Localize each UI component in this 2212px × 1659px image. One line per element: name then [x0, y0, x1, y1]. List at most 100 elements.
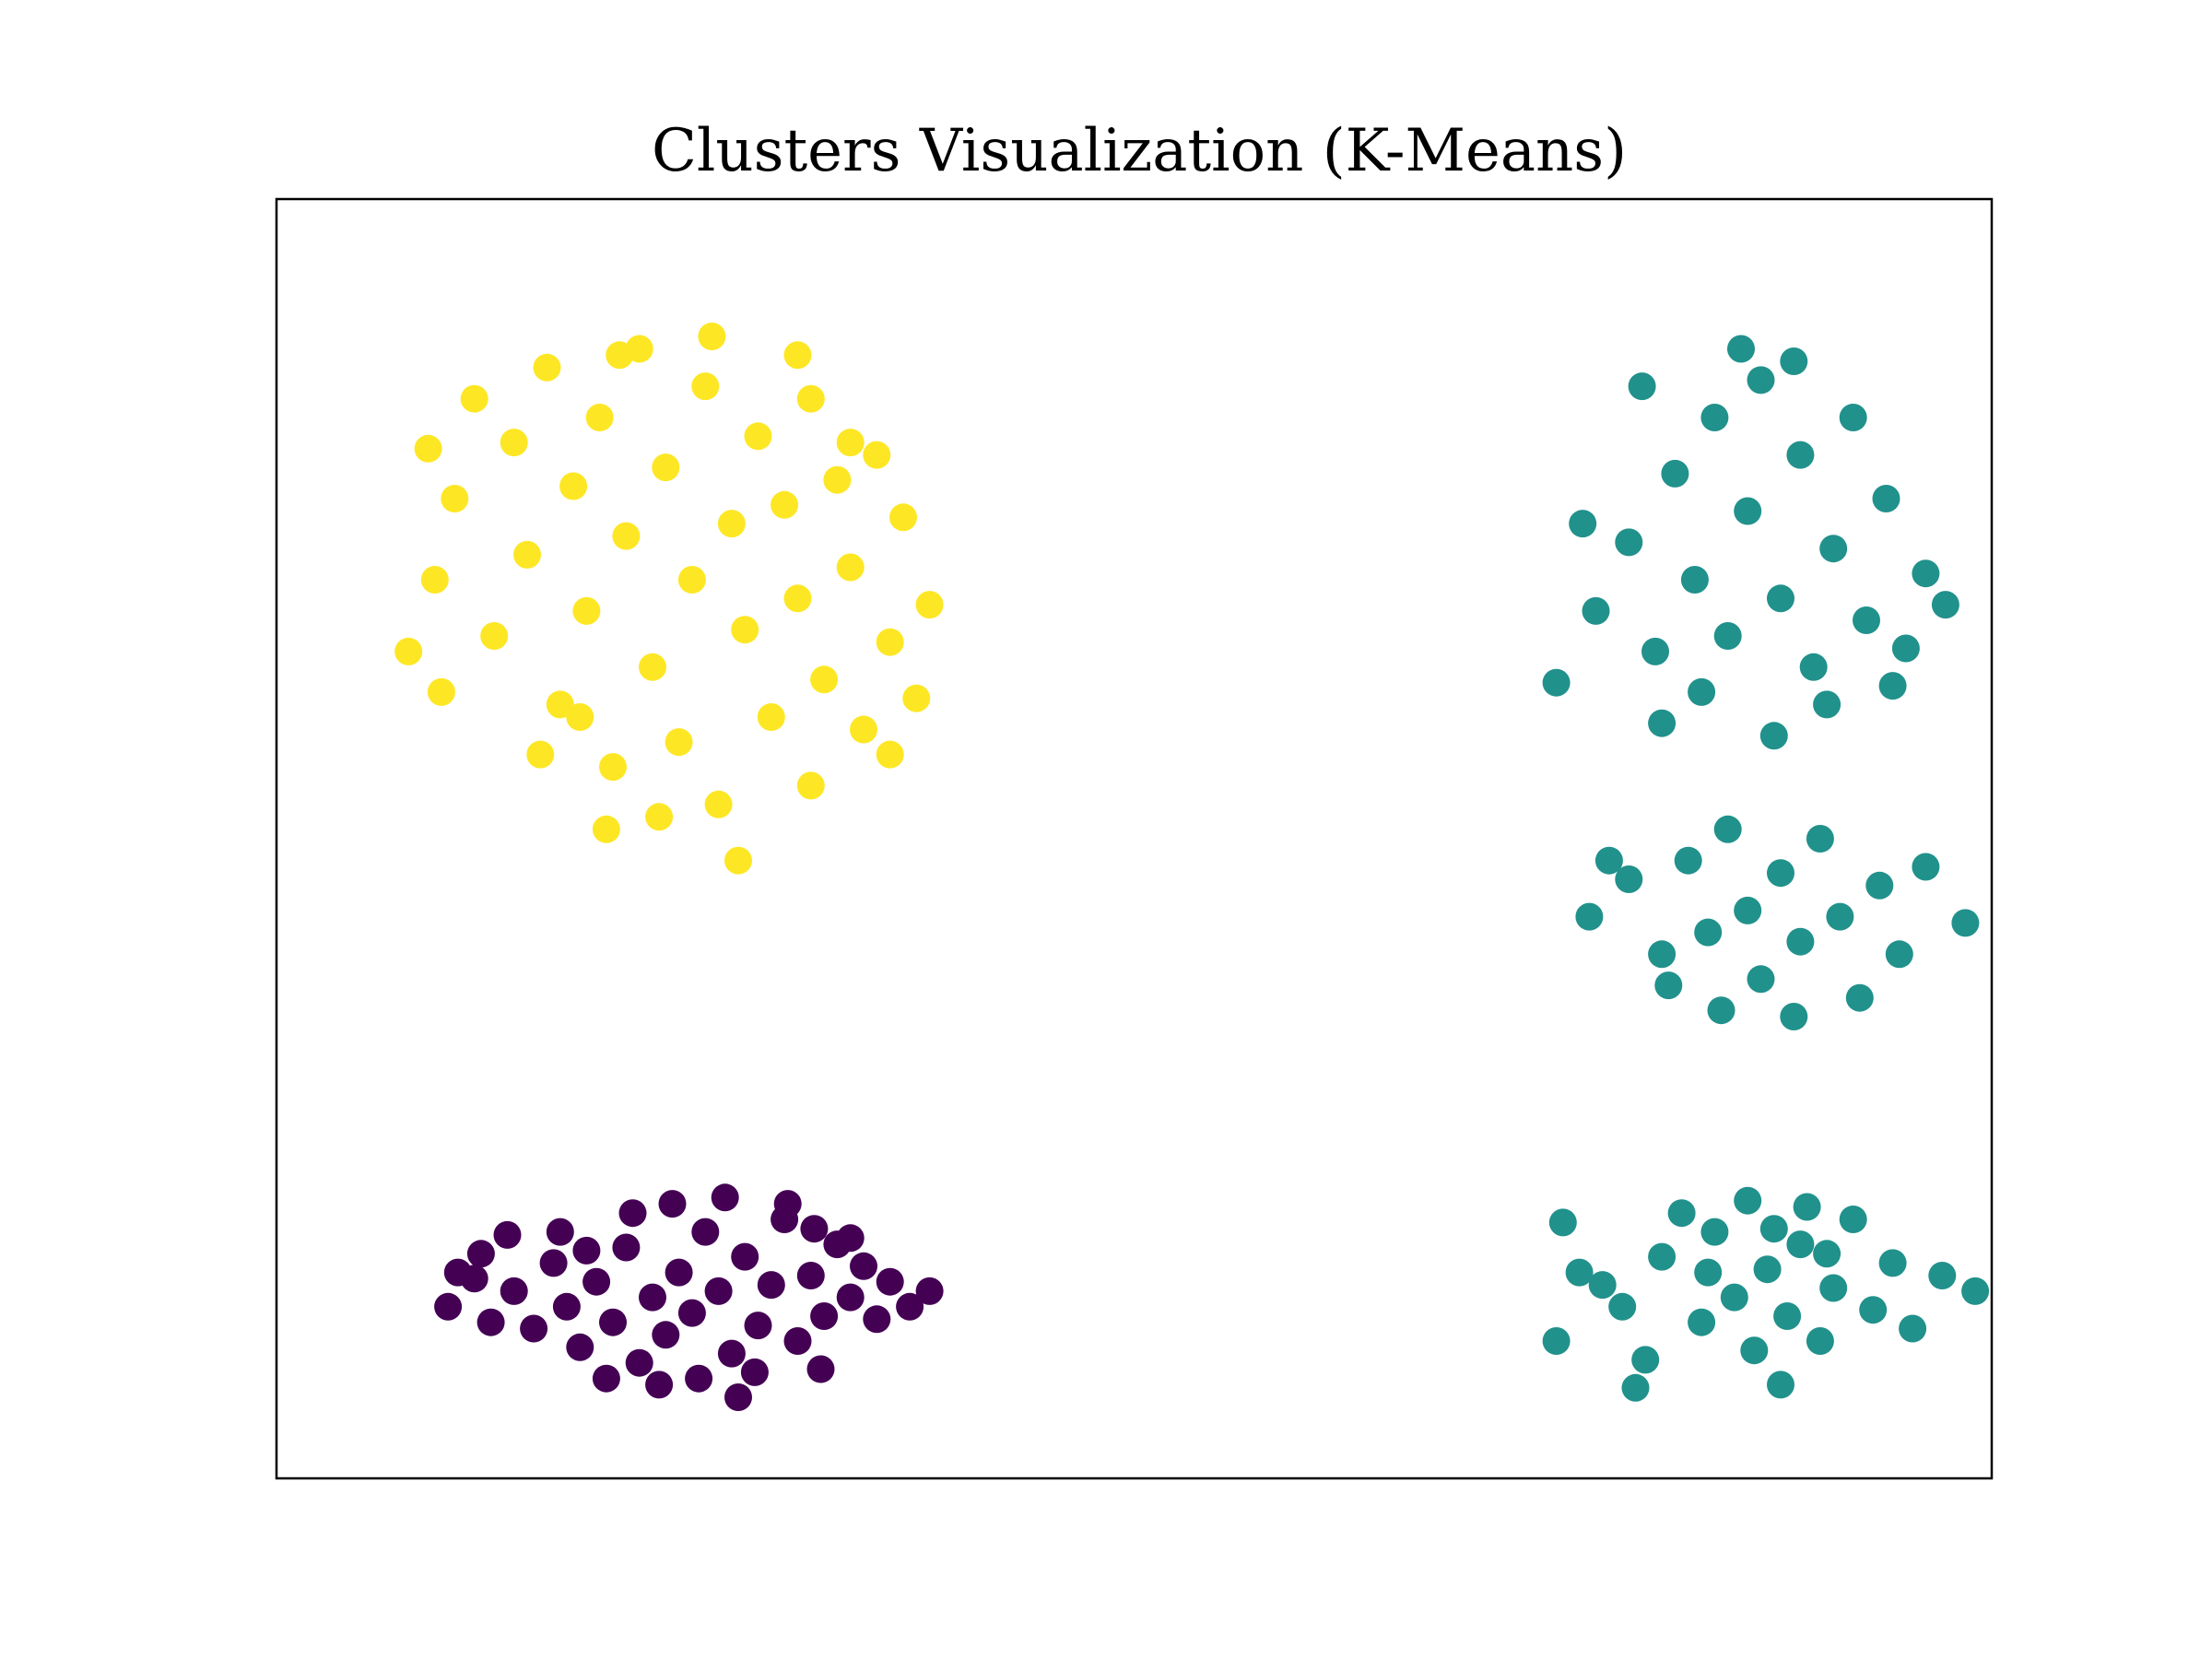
cluster-2-point [836, 553, 865, 582]
cluster-1-point [1786, 1230, 1815, 1259]
cluster-1-point [1899, 1314, 1927, 1343]
cluster-2-point [744, 422, 772, 451]
cluster-1-point [1565, 1258, 1594, 1287]
cluster-2-point [592, 815, 620, 843]
cluster-1-point [1588, 1271, 1617, 1300]
cluster-2-point [533, 353, 561, 382]
cluster-1-point [1928, 1262, 1957, 1289]
cluster-1-point [1759, 722, 1788, 750]
cluster-1-point [1582, 596, 1610, 625]
cluster-0-point [566, 1333, 594, 1361]
cluster-1-point [1747, 366, 1775, 394]
cluster-0-point [796, 1262, 825, 1289]
cluster-1-point [1674, 846, 1702, 875]
cluster-2-point [665, 728, 693, 757]
cluster-2-point [823, 465, 852, 494]
cluster-1-point [1767, 584, 1794, 613]
cluster-2-point [876, 740, 904, 769]
cluster-1-point [1853, 606, 1880, 634]
cluster-1-point [1654, 971, 1683, 1000]
cluster-2-point [771, 490, 799, 519]
cluster-1-point [1608, 1292, 1637, 1321]
cluster-0-series [434, 1183, 944, 1411]
cluster-1-point [1826, 902, 1854, 931]
cluster-2-point [526, 740, 555, 769]
cluster-2-point [420, 566, 449, 594]
cluster-1-point [1885, 940, 1913, 969]
cluster-1-point [1700, 404, 1729, 431]
cluster-2-point [639, 653, 666, 681]
cluster-1-point [1912, 559, 1940, 588]
cluster-1-point [1615, 865, 1643, 893]
cluster-0-point [599, 1308, 627, 1336]
cluster-1-point [1631, 1346, 1660, 1374]
cluster-0-point [896, 1292, 924, 1321]
cluster-1-point [1700, 1218, 1729, 1246]
cluster-1-point [1786, 441, 1815, 469]
cluster-0-point [850, 1252, 877, 1280]
cluster-2-point [566, 703, 594, 731]
cluster-2-point [559, 472, 588, 500]
cluster-2-series [394, 323, 944, 875]
cluster-1-point [1747, 965, 1775, 994]
cluster-0-point [704, 1277, 733, 1305]
cluster-1-point [1688, 1308, 1716, 1336]
cluster-1-point [1793, 1193, 1821, 1221]
cluster-2-point [724, 846, 752, 875]
cluster-1-point [1713, 622, 1742, 650]
cluster-0-point [724, 1383, 752, 1411]
cluster-0-point [612, 1233, 641, 1262]
cluster-1-point [1667, 1199, 1696, 1228]
cluster-2-point [902, 684, 931, 712]
cluster-1-point [1878, 1249, 1907, 1277]
cluster-1-point [1878, 672, 1907, 700]
cluster-1-point [1872, 485, 1900, 512]
cluster-1-point [1648, 1242, 1677, 1271]
cluster-1-point [1628, 372, 1656, 401]
cluster-1-point [1569, 510, 1597, 538]
cluster-0-point [572, 1236, 601, 1265]
cluster-2-point [796, 771, 825, 800]
cluster-0-point [685, 1364, 713, 1393]
cluster-1-point [1542, 668, 1571, 697]
cluster-0-point [582, 1267, 611, 1296]
cluster-2-point [704, 790, 733, 818]
cluster-0-point [592, 1364, 620, 1393]
cluster-2-point [606, 341, 634, 370]
cluster-1-point [1548, 1208, 1577, 1237]
cluster-1-point [1661, 459, 1689, 488]
cluster-1-point [1845, 983, 1874, 1012]
cluster-2-point [394, 637, 423, 665]
cluster-1-point [1865, 871, 1894, 900]
cluster-1-point [1912, 853, 1940, 881]
cluster-0-point [645, 1371, 674, 1399]
cluster-1-point [1734, 497, 1762, 525]
cluster-0-point [477, 1308, 505, 1336]
cluster-1-point [1727, 335, 1755, 363]
cluster-2-point [599, 753, 627, 782]
cluster-2-point [585, 404, 614, 431]
cluster-2-point [414, 434, 442, 463]
cluster-1-point [1931, 591, 1959, 619]
cluster-1-point [1786, 927, 1815, 956]
cluster-0-point [691, 1218, 720, 1246]
cluster-1-point [1780, 1003, 1808, 1030]
cluster-1-point [1839, 404, 1867, 431]
cluster-2-point [876, 628, 904, 656]
cluster-1-point [1759, 1215, 1788, 1243]
cluster-2-point [546, 690, 574, 719]
cluster-2-point [783, 341, 812, 370]
cluster-1-point [1806, 825, 1834, 853]
cluster-1-point [1951, 909, 1980, 937]
cluster-1-point [1753, 1255, 1782, 1284]
cluster-0-point [711, 1183, 739, 1212]
cluster-1-point [1839, 1206, 1867, 1233]
cluster-1-point [1813, 1240, 1841, 1268]
cluster-0-point [652, 1321, 680, 1349]
cluster-1-point [1734, 1186, 1762, 1215]
cluster-0-point [520, 1314, 548, 1343]
cluster-2-point [441, 485, 469, 512]
cluster-0-point [618, 1199, 647, 1228]
cluster-1-point [1734, 896, 1762, 924]
